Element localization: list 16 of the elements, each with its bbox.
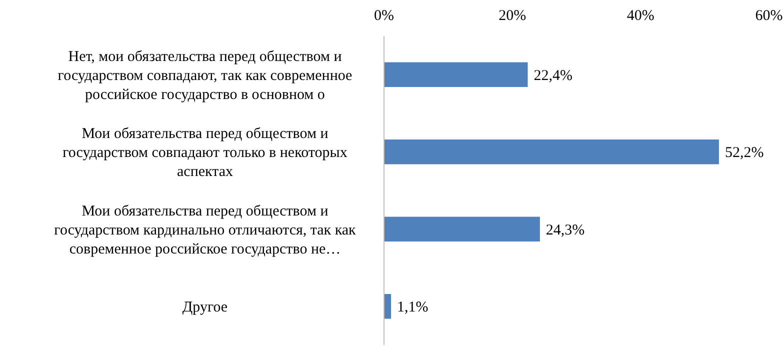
y-tick-label: Мои обязательства перед обществом и государством кардинально отличаются, так как современное российское государство не… bbox=[54, 203, 357, 258]
x-tick-label: 20% bbox=[498, 8, 526, 24]
y-tick-label: Нет, мои обязательства перед обществом и государством совпадают, так как современное российское государство в основном о bbox=[58, 48, 353, 103]
bar bbox=[384, 62, 528, 87]
y-tick-label: Другое bbox=[182, 300, 228, 316]
data-label: 1,1% bbox=[397, 300, 428, 316]
data-label: 52,2% bbox=[724, 145, 764, 162]
bar bbox=[384, 140, 719, 164]
data-label: 24,3% bbox=[546, 222, 585, 238]
x-tick-label: 0% bbox=[374, 8, 394, 24]
y-tick-label: Мои обязательства перед обществом и государством совпадают только в некоторых аспектах bbox=[62, 126, 348, 180]
data-label: 22,4% bbox=[534, 68, 572, 84]
bar bbox=[384, 216, 540, 242]
x-tick-label: 40% bbox=[626, 8, 654, 24]
x-tick-label: 60% bbox=[755, 8, 783, 24]
bar bbox=[384, 294, 392, 319]
